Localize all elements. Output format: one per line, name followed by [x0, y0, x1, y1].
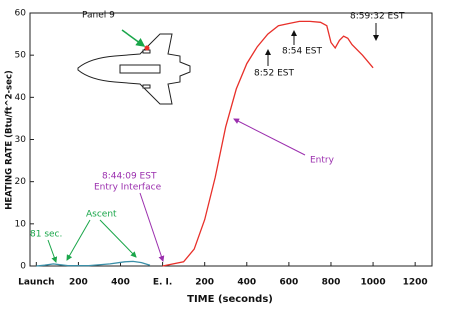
arrow	[99, 219, 137, 258]
x-tick-label: 200	[195, 278, 214, 288]
y-tick-label: 30	[15, 135, 27, 145]
x-tick-label: Launch	[18, 278, 54, 288]
arrow	[121, 29, 146, 47]
annotation: 8:52 EST	[254, 69, 294, 79]
annotation: Entry Interface	[94, 183, 162, 193]
x-tick-label: 1200	[403, 278, 428, 288]
plot-frame	[29, 12, 433, 267]
x-axis-label: TIME (seconds)	[187, 294, 273, 305]
y-axis-label: HEATING RATE (Btu/ft^2-sec)	[5, 70, 15, 210]
annotation: 8:44:09 EST	[102, 172, 157, 182]
series-line	[36, 260, 151, 267]
annotation: 8:54 EST	[282, 47, 322, 57]
annotation: Panel 9	[82, 11, 115, 21]
panel-marker	[144, 45, 150, 51]
series-line	[162, 20, 374, 267]
annotation: Entry	[310, 156, 335, 166]
y-tick-label: 40	[15, 93, 27, 103]
x-tick-label: E. I.	[153, 278, 172, 288]
arrow	[66, 219, 91, 261]
y-tick-label: 10	[15, 219, 27, 229]
y-tick-label: 0	[20, 262, 26, 272]
x-tick-label: 400	[237, 278, 256, 288]
annotation: Ascent	[86, 210, 117, 220]
y-tick-label: 50	[15, 51, 27, 61]
x-tick-label: 1000	[361, 278, 386, 288]
x-tick-label: 200	[69, 278, 88, 288]
x-tick-label: 600	[279, 278, 298, 288]
x-tick-label: 800	[322, 278, 341, 288]
x-tick-label: 400	[111, 278, 130, 288]
arrow	[233, 118, 306, 156]
y-tick-label: 60	[15, 9, 27, 19]
y-tick-label: 20	[15, 177, 27, 187]
arrow	[139, 192, 165, 262]
shuttle-icon	[77, 33, 191, 105]
annotation: 81 sec.	[30, 230, 62, 240]
annotation: 8:59:32 EST	[350, 12, 405, 22]
arrow	[47, 239, 58, 263]
